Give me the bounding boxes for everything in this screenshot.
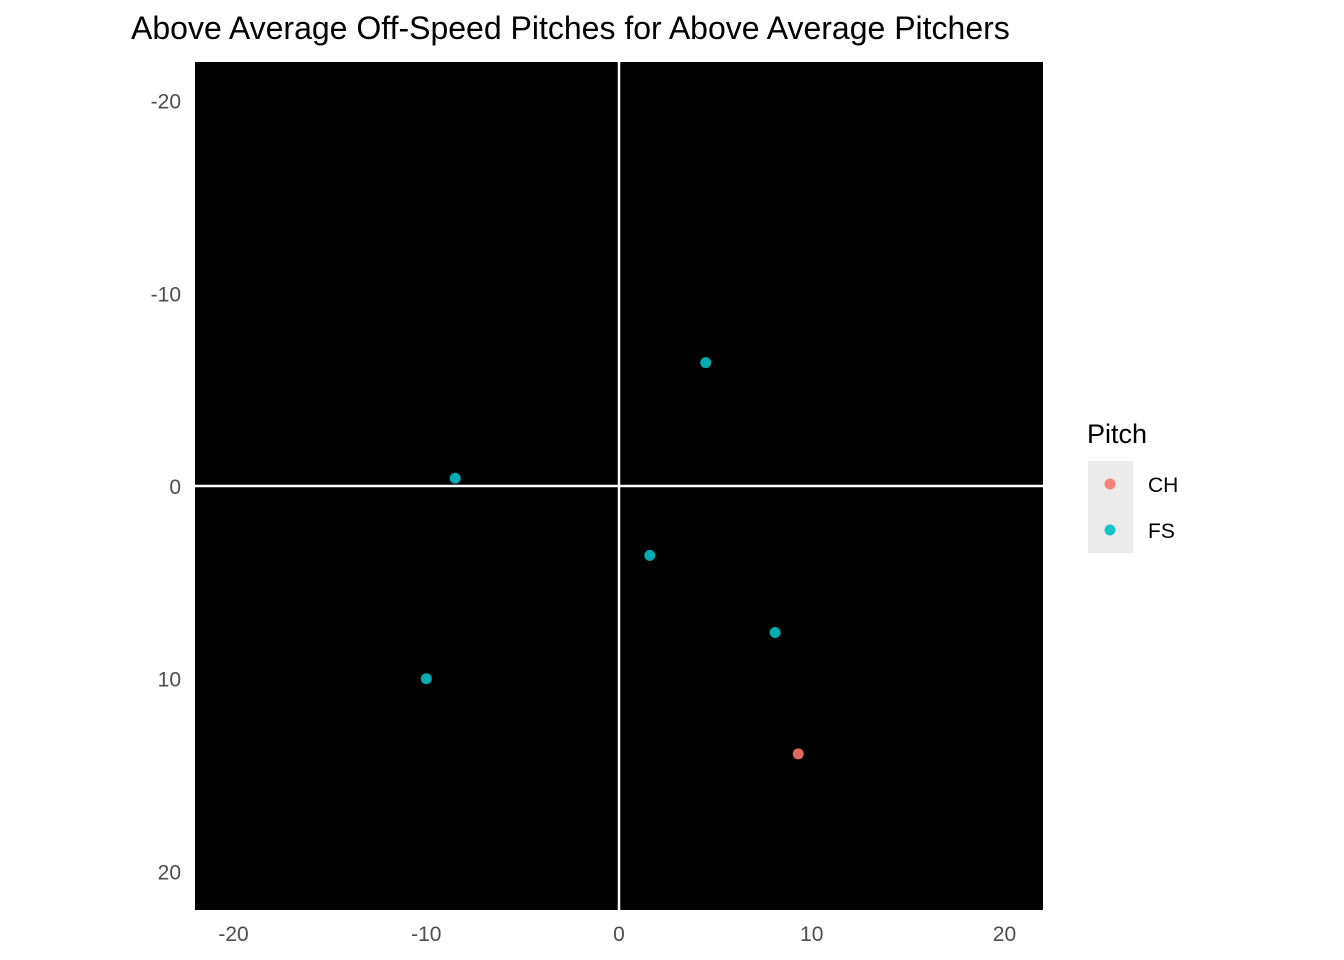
- point-ch: [792, 748, 804, 760]
- y-axis: -20 -10 0 10 20: [151, 91, 181, 885]
- y-tick-label: 10: [158, 669, 181, 692]
- y-tick-label: 0: [169, 476, 181, 499]
- point-fs: [644, 549, 656, 561]
- x-tick-label: -10: [411, 923, 441, 946]
- y-tick-label: -10: [151, 283, 181, 306]
- x-tick-label: 10: [800, 923, 823, 946]
- legend-title: Pitch: [1087, 419, 1147, 449]
- legend-key-background: [1088, 461, 1133, 553]
- point-fs: [420, 673, 432, 685]
- y-tick-label: -20: [151, 91, 181, 114]
- legend-label-ch: CH: [1148, 474, 1178, 497]
- x-tick-label: 0: [613, 923, 625, 946]
- chart-title: Above Average Off-Speed Pitches for Abov…: [131, 10, 1010, 46]
- legend-label-fs: FS: [1148, 520, 1175, 543]
- x-tick-label: 20: [993, 923, 1016, 946]
- data-points: [420, 357, 804, 760]
- x-tick-label: -20: [218, 923, 248, 946]
- point-fs: [769, 626, 781, 638]
- reference-lines: [195, 62, 1043, 910]
- legend-key-fs: [1104, 524, 1116, 536]
- y-tick-label: 20: [158, 861, 181, 884]
- legend-key-ch: [1104, 478, 1116, 490]
- legend: Pitch CH FS: [1087, 419, 1178, 553]
- x-axis: -20 -10 0 10 20: [218, 923, 1016, 946]
- point-fs: [700, 357, 712, 369]
- point-fs: [449, 472, 461, 484]
